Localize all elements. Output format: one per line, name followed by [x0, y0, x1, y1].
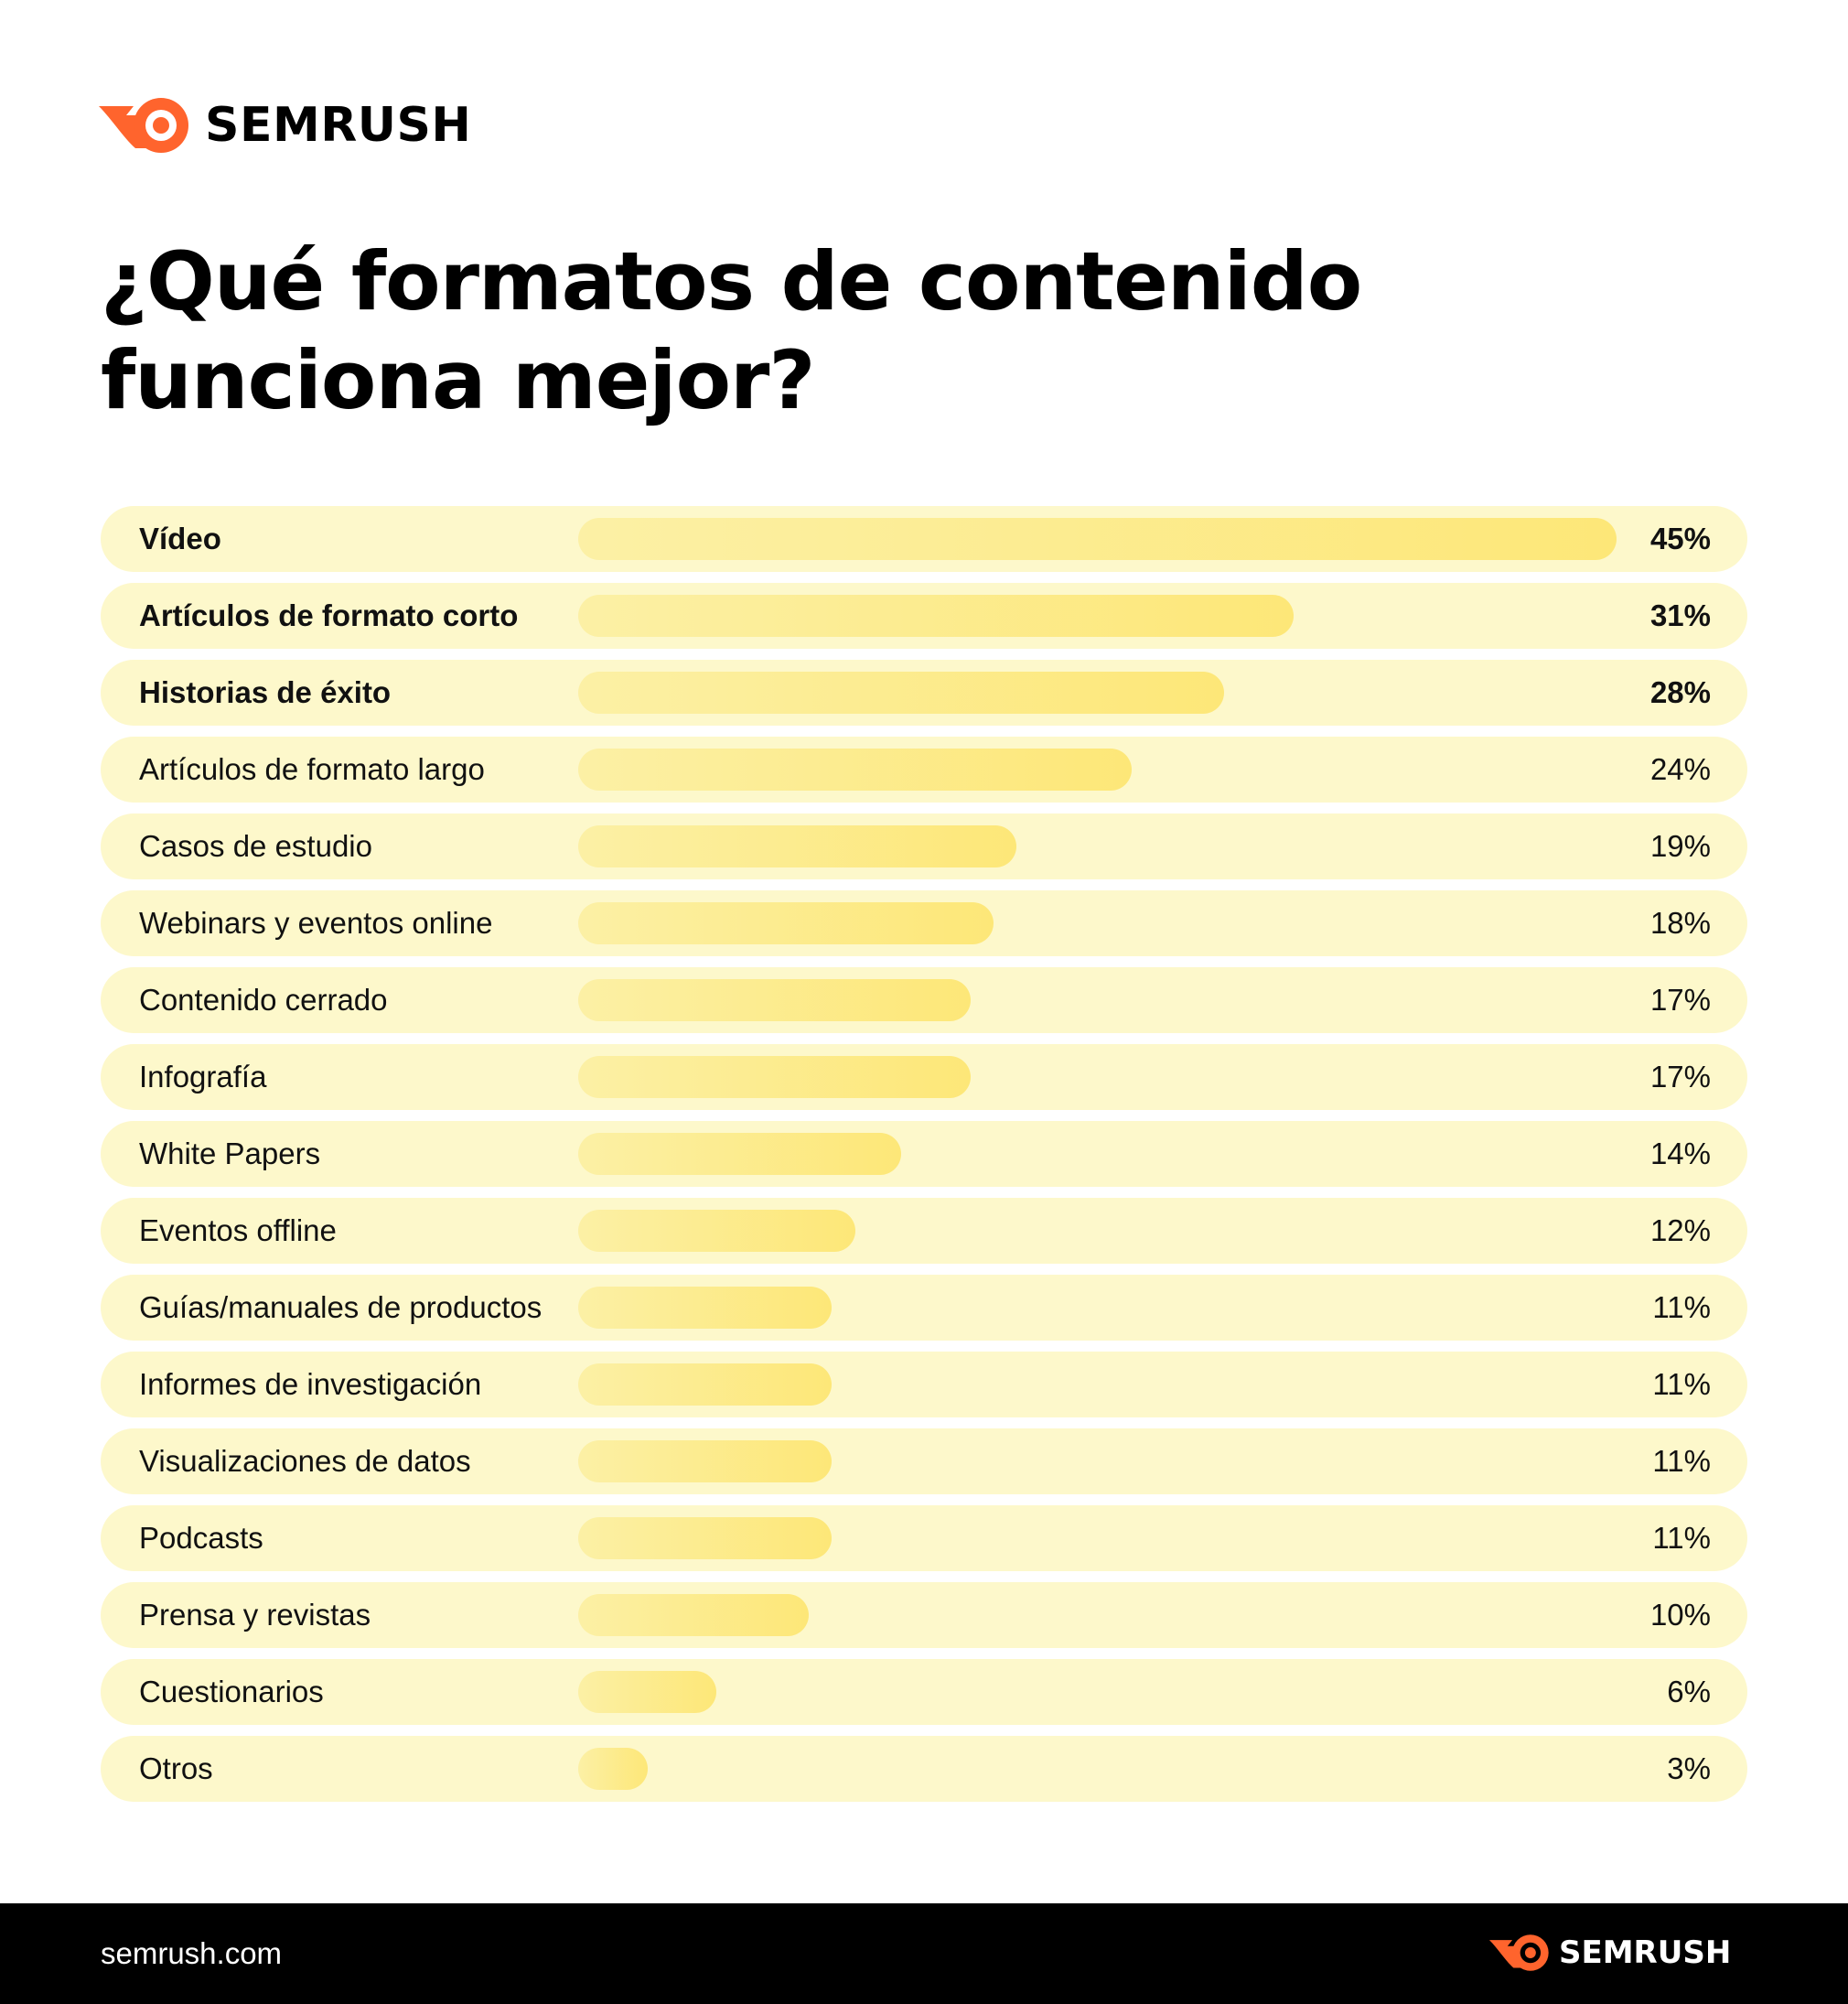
- chart-row: Eventos offline 12%: [101, 1198, 1747, 1264]
- bar-value-label: 17%: [1649, 1060, 1711, 1094]
- bar-label: Otros: [139, 1751, 213, 1785]
- bar: [578, 1517, 832, 1559]
- bar: [578, 979, 971, 1021]
- bar-track: [578, 1671, 1639, 1713]
- bar-label: Casos de estudio: [139, 829, 372, 863]
- chart-row: Vídeo 45%: [101, 506, 1747, 572]
- bar: [578, 902, 994, 944]
- bar-label: Artículos de formato largo: [139, 752, 485, 786]
- bar-label: Prensa y revistas: [139, 1598, 371, 1632]
- semrush-flame-icon: [1489, 1934, 1549, 1971]
- bar-value-label: 11%: [1652, 1290, 1711, 1324]
- bar: [578, 672, 1224, 714]
- bar-track: [578, 825, 1639, 867]
- bar-track: [578, 902, 1639, 944]
- bar-label: White Papers: [139, 1137, 321, 1170]
- chart-row: Artículos de formato largo 24%: [101, 737, 1747, 803]
- bar-track: [578, 672, 1639, 714]
- bar: [578, 1287, 832, 1329]
- bar-value-label: 12%: [1649, 1213, 1711, 1247]
- bar-track: [578, 518, 1639, 560]
- chart-row: Cuestionarios 6%: [101, 1659, 1747, 1725]
- semrush-wordmark: SEMRUSH: [205, 98, 472, 153]
- bar-label: Artículos de formato corto: [139, 598, 519, 632]
- chart-row: Webinars y eventos online 18%: [101, 890, 1747, 956]
- chart-row: Guías/manuales de productos 11%: [101, 1275, 1747, 1341]
- semrush-logo: SEMRUSH: [99, 95, 471, 156]
- bar: [578, 595, 1294, 637]
- bar-track: [578, 1748, 1639, 1790]
- bar-chart: Vídeo 45% Artículos de formato corto 31% His…: [101, 506, 1747, 1813]
- bar-label: Podcasts: [139, 1521, 263, 1555]
- bar-value-label: 6%: [1667, 1675, 1711, 1708]
- title-line-1: ¿Qué formatos de contenido: [101, 234, 1362, 329]
- chart-row: White Papers 14%: [101, 1121, 1747, 1187]
- bar-label: Eventos offline: [139, 1213, 337, 1247]
- bar: [578, 1671, 716, 1713]
- chart-row: Infografía 17%: [101, 1044, 1747, 1110]
- bar-value-label: 28%: [1649, 675, 1711, 709]
- bar-label: Vídeo: [139, 522, 221, 555]
- bar-track: [578, 1594, 1639, 1636]
- bar-label: Visualizaciones de datos: [139, 1444, 471, 1478]
- chart-row: Informes de investigación 11%: [101, 1352, 1747, 1417]
- bar-track: [578, 1517, 1639, 1559]
- bar-value-label: 19%: [1649, 829, 1711, 863]
- title-line-2: funciona mejor?: [101, 333, 815, 427]
- bar-track: [578, 979, 1639, 1021]
- bar: [578, 1748, 648, 1790]
- chart-row: Artículos de formato corto 31%: [101, 583, 1747, 649]
- bar-label: Historias de éxito: [139, 675, 392, 709]
- bar-label: Cuestionarios: [139, 1675, 324, 1708]
- bar-label: Guías/manuales de productos: [139, 1290, 543, 1324]
- chart-row: Otros 3%: [101, 1736, 1747, 1802]
- footer-site-link[interactable]: semrush.com: [101, 1936, 283, 1970]
- footer-semrush-logo: SEMRUSH: [1489, 1933, 1731, 1973]
- bar-track: [578, 1440, 1639, 1482]
- bar: [578, 1210, 855, 1252]
- bar-value-label: 14%: [1649, 1137, 1711, 1170]
- bar-value-label: 11%: [1652, 1444, 1711, 1478]
- bar-label: Contenido cerrado: [139, 983, 388, 1017]
- semrush-flame-icon: [99, 98, 188, 153]
- bar-value-label: 17%: [1649, 983, 1711, 1017]
- bar-track: [578, 749, 1639, 791]
- bar-value-label: 31%: [1649, 598, 1711, 632]
- chart-row: Historias de éxito 28%: [101, 660, 1747, 726]
- footer-semrush-wordmark: SEMRUSH: [1559, 1934, 1732, 1971]
- chart-row: Contenido cerrado 17%: [101, 967, 1747, 1033]
- bar-track: [578, 1056, 1639, 1098]
- bar: [578, 1056, 971, 1098]
- bar-value-label: 11%: [1652, 1367, 1711, 1401]
- bar-value-label: 45%: [1649, 522, 1711, 555]
- bar-track: [578, 1210, 1639, 1252]
- bar: [578, 1363, 832, 1406]
- bar-value-label: 24%: [1649, 752, 1711, 786]
- bar: [578, 825, 1016, 867]
- chart-row: Podcasts 11%: [101, 1505, 1747, 1571]
- bar: [578, 518, 1617, 560]
- bar: [578, 1440, 832, 1482]
- bar-value-label: 18%: [1649, 906, 1711, 940]
- bar-label: Informes de investigación: [139, 1367, 482, 1401]
- bar-label: Infografía: [139, 1060, 267, 1094]
- bar-value-label: 3%: [1667, 1751, 1711, 1785]
- chart-row: Visualizaciones de datos 11%: [101, 1428, 1747, 1494]
- bar-label: Webinars y eventos online: [139, 906, 493, 940]
- bar-value-label: 11%: [1652, 1521, 1711, 1555]
- page-title: ¿Qué formatos de contenido funciona mejo…: [101, 232, 1473, 430]
- chart-row: Casos de estudio 19%: [101, 813, 1747, 879]
- bar: [578, 1133, 901, 1175]
- footer: semrush.com SEMRUSH: [0, 1903, 1848, 2004]
- bar-value-label: 10%: [1649, 1598, 1711, 1632]
- bar: [578, 749, 1132, 791]
- chart-row: Prensa y revistas 10%: [101, 1582, 1747, 1648]
- bar-track: [578, 1133, 1639, 1175]
- bar-track: [578, 1363, 1639, 1406]
- bar-track: [578, 1287, 1639, 1329]
- bar-track: [578, 595, 1639, 637]
- bar: [578, 1594, 809, 1636]
